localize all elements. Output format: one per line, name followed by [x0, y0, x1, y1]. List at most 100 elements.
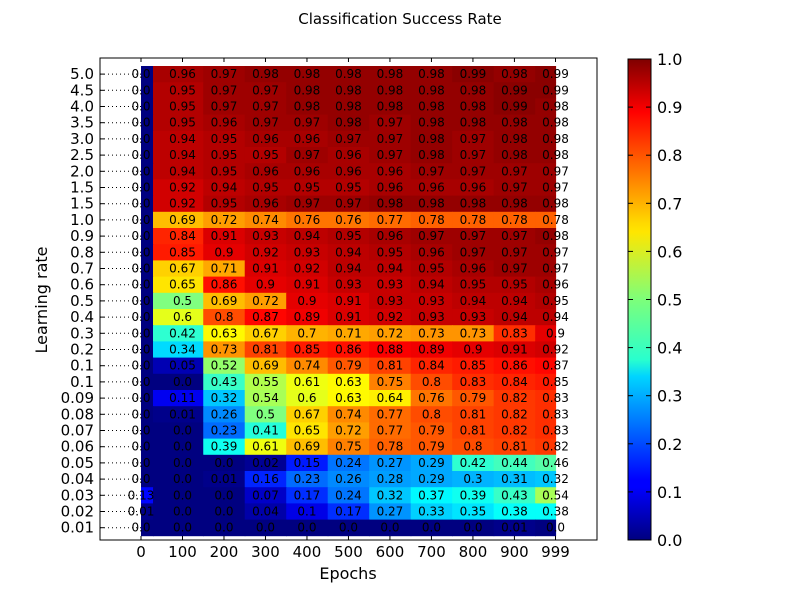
y-tick-label: 2.0: [70, 162, 94, 180]
cell-value-label: 0.69: [169, 213, 196, 227]
heat-cell: [369, 422, 412, 439]
heat-cell: [244, 66, 287, 83]
heat-cell: [535, 325, 557, 342]
y-tick-label: 0.6: [70, 276, 94, 294]
y-tick-label: 0.1: [70, 357, 94, 375]
heat-cell: [153, 357, 204, 375]
cell-value-label: 0.89: [418, 343, 445, 357]
colorbar-tick-label: 1.0: [657, 50, 682, 69]
cell-value-label: 0.0: [214, 521, 233, 535]
heat-cell: [369, 114, 412, 132]
heat-cell: [244, 114, 287, 132]
y-tick-label: 0.2: [70, 341, 94, 359]
cell-value-label: 0.15: [294, 456, 321, 470]
heat-cell: [244, 163, 287, 180]
cell-value-label: 0.91: [501, 343, 528, 357]
y-tick-label: 3.0: [70, 130, 94, 148]
heat-cell: [153, 438, 204, 456]
heat-cell: [203, 341, 246, 358]
heat-cell: [369, 503, 412, 520]
cell-value-label: 0.75: [377, 375, 404, 389]
heat-cell: [141, 98, 154, 115]
heat-cell: [286, 341, 329, 358]
heat-cell: [203, 471, 246, 488]
cell-value-label: 0.76: [294, 213, 321, 227]
cell-value-label: 0.81: [252, 343, 279, 357]
cell-value-label: 0.93: [460, 310, 487, 324]
cell-value-label: 0.85: [169, 245, 196, 259]
cell-value-label: 0.0: [173, 375, 192, 389]
cell-value-label: 0.0: [214, 456, 233, 470]
cell-value-label: 0.72: [252, 294, 279, 308]
heat-cell: [535, 390, 557, 407]
heat-cell: [244, 292, 287, 310]
heat-cell: [153, 195, 204, 213]
heat-cell: [452, 179, 495, 196]
heat-cell: [535, 503, 557, 520]
heat-cell: [153, 244, 204, 261]
heat-cell: [410, 357, 453, 375]
cell-value-label: 0.93: [252, 229, 279, 243]
cell-value-label: 0.5: [256, 407, 275, 421]
heat-cell: [369, 438, 412, 456]
cell-value-label: 0.0: [339, 521, 358, 535]
cell-value-label: 0.84: [418, 359, 445, 373]
heat-cell: [153, 519, 204, 537]
cell-value-label: 0.39: [211, 440, 238, 454]
heat-cell: [535, 373, 557, 391]
heat-cell: [141, 276, 154, 294]
heat-cell: [203, 357, 246, 375]
cell-value-label: 0.98: [542, 229, 569, 243]
cell-value-label: 0.91: [211, 229, 238, 243]
heat-cell: [203, 228, 246, 245]
cell-value-label: 0.97: [542, 262, 569, 276]
cell-value-label: 0.74: [335, 407, 362, 421]
heat-cell: [493, 373, 536, 391]
cell-value-label: 0.89: [294, 310, 321, 324]
heat-cell: [153, 309, 204, 326]
heat-cell: [203, 406, 246, 423]
heat-cell: [493, 438, 536, 456]
cell-value-label: 0.92: [252, 245, 279, 259]
heat-cell: [410, 503, 453, 520]
cell-value-label: 0.6: [297, 391, 316, 405]
cell-value-label: 0.96: [377, 229, 404, 243]
heat-cell: [153, 163, 204, 180]
heat-cell: [203, 373, 246, 391]
cell-value-label: 0.97: [460, 245, 487, 259]
cell-value-label: 0.69: [294, 440, 321, 454]
heat-cell: [327, 228, 370, 245]
cell-value-label: 0.9: [463, 343, 482, 357]
heat-cell: [535, 163, 557, 180]
heat-cell: [452, 487, 495, 504]
heat-cell: [535, 341, 557, 358]
cell-value-label: 0.82: [501, 424, 528, 438]
heat-cell: [452, 292, 495, 310]
x-axis-ticks: 0 100 200 300 400 500 600 700 800 900 999: [136, 58, 570, 561]
cell-value-label: 0.0: [380, 521, 399, 535]
cell-value-label: 0.98: [418, 100, 445, 114]
cell-value-label: 0.97: [501, 262, 528, 276]
heat-cell: [286, 454, 329, 472]
cell-value-label: 0.83: [542, 391, 569, 405]
heat-cell: [369, 130, 412, 148]
cell-value-label: 0.55: [252, 375, 279, 389]
heat-cell: [452, 325, 495, 342]
heat-cell: [535, 487, 557, 504]
heat-cell: [493, 357, 536, 375]
colorbar-tick-label: 0.9: [657, 98, 682, 117]
cell-value-label: 0.0: [214, 505, 233, 519]
cell-value-label: 0.95: [335, 181, 362, 195]
y-tick-label: 0.9: [70, 227, 94, 245]
heat-cell: [153, 373, 204, 391]
cell-value-label: 0.63: [211, 326, 238, 340]
heat-cell: [141, 179, 154, 196]
y-tick-label: 0.04: [61, 470, 94, 488]
cell-value-label: 0.92: [377, 310, 404, 324]
cell-value-label: 0.91: [335, 294, 362, 308]
heat-cell: [203, 130, 246, 148]
heat-cell: [535, 260, 557, 277]
cell-value-label: 0.78: [542, 213, 569, 227]
cell-value-label: 0.96: [460, 262, 487, 276]
heat-cell: [410, 325, 453, 342]
